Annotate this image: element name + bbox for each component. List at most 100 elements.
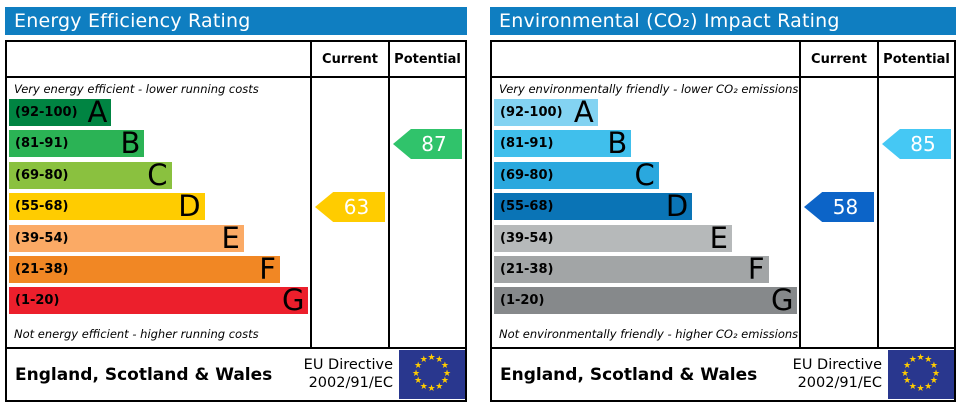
band-range-label: (39-54): [500, 230, 554, 246]
rating-scale-area: Very energy efficient - lower running co…: [7, 78, 310, 347]
eu-star-icon: ★: [427, 353, 436, 363]
band-letter: B: [607, 126, 628, 161]
band-range-label: (1-20): [500, 293, 545, 309]
rating-band-d: (55-68) D: [494, 192, 693, 221]
potential-value-column: 87: [388, 78, 465, 347]
eu-star-icon: ★: [924, 355, 933, 366]
rating-band-e: (39-54) E: [494, 220, 732, 255]
potential-column-header: Potential: [877, 42, 954, 78]
band-range-label: (1-20): [15, 293, 60, 309]
eu-star-icon: ★: [412, 368, 421, 379]
band-letter: E: [709, 220, 728, 255]
eu-star-icon: ★: [440, 376, 449, 387]
band-range-label: (81-91): [500, 136, 554, 152]
panel-title: Environmental (CO₂) Impact Rating: [490, 7, 956, 35]
band-range-label: (81-91): [15, 136, 69, 152]
table-footer: England, Scotland & Wales EU Directive 2…: [7, 347, 465, 400]
eu-directive-line1: EU Directive: [792, 357, 882, 374]
eu-star-icon: ★: [419, 381, 428, 392]
eu-star-icon: ★: [924, 381, 933, 392]
eu-star-icon: ★: [929, 376, 938, 387]
environmental-impact-panel: Environmental (CO₂) Impact Rating Curren…: [490, 7, 956, 402]
current-rating-arrow: 58: [804, 192, 874, 222]
panel-title: Energy Efficiency Rating: [5, 7, 467, 35]
eu-star-icon: ★: [929, 360, 938, 371]
eu-flag-icon: ★ ★ ★ ★ ★ ★ ★ ★ ★ ★ ★ ★: [888, 350, 954, 399]
band-letter: D: [178, 189, 201, 224]
rating-band-a: (92-100) A: [9, 95, 112, 129]
band-letter: C: [147, 157, 168, 192]
eu-directive-label: EU Directive 2002/91/EC: [793, 357, 888, 391]
eu-star-icon: ★: [916, 384, 925, 394]
rating-bands: (92-100) A (81-91) B (69-80) C (55-68) D (39-54)…: [7, 95, 310, 318]
region-label: England, Scotland & Wales: [500, 364, 758, 385]
table-corner-cell: [7, 42, 310, 78]
band-letter: B: [120, 126, 141, 161]
band-range-label: (92-100): [15, 105, 78, 120]
band-letter: F: [259, 251, 276, 286]
eu-star-icon: ★: [419, 355, 428, 366]
eu-star-icon: ★: [903, 376, 912, 387]
table-footer: England, Scotland & Wales EU Directive 2…: [492, 347, 954, 400]
band-range-label: (55-68): [500, 199, 554, 215]
band-range-label: (21-38): [15, 261, 69, 277]
eu-directive-line1: EU Directive: [303, 357, 393, 374]
current-column-header: Current: [799, 42, 877, 78]
eu-star-icon: ★: [427, 384, 436, 394]
eu-star-icon: ★: [901, 368, 910, 379]
bottom-caption: Not environmentally friendly - higher CO…: [499, 327, 799, 341]
band-letter: C: [634, 157, 655, 192]
rating-band-c: (69-80) C: [494, 157, 659, 192]
eu-flag-icon: ★ ★ ★ ★ ★ ★ ★ ★ ★ ★ ★ ★: [399, 350, 465, 399]
eu-directive-label: EU Directive 2002/91/EC: [304, 357, 399, 391]
band-range-label: (55-68): [15, 199, 69, 215]
rating-band-f: (21-38) F: [9, 251, 280, 286]
band-letter: E: [221, 220, 240, 255]
table-corner-cell: [492, 42, 799, 78]
band-range-label: (21-38): [500, 261, 554, 277]
rating-scale-area: Very environmentally friendly - lower CO…: [492, 78, 799, 347]
band-range-label: (39-54): [15, 230, 69, 246]
eu-star-icon: ★: [916, 353, 925, 363]
rating-table: Current Potential Very energy efficient …: [5, 40, 467, 402]
band-letter: F: [747, 251, 765, 286]
rating-band-a: (92-100) A: [494, 95, 598, 129]
region-label: England, Scotland & Wales: [15, 364, 273, 385]
potential-rating-arrow: 85: [882, 129, 951, 159]
eu-directive-line2: 2002/91/EC: [308, 374, 393, 391]
current-column-header: Current: [310, 42, 388, 78]
eu-star-icon: ★: [443, 368, 452, 379]
current-value-column: 63: [310, 78, 388, 347]
potential-value-column: 85: [877, 78, 954, 347]
eu-star-icon: ★: [414, 376, 423, 387]
potential-rating-arrow: 87: [393, 129, 462, 159]
current-rating-arrow: 63: [315, 192, 385, 222]
band-letter: A: [87, 95, 108, 129]
rating-band-c: (69-80) C: [9, 157, 172, 192]
eu-star-icon: ★: [435, 355, 444, 366]
eu-star-icon: ★: [903, 360, 912, 371]
eu-star-icon: ★: [908, 381, 917, 392]
eu-directive-line2: 2002/91/EC: [797, 374, 882, 391]
eu-star-icon: ★: [414, 360, 423, 371]
eu-star-icon: ★: [908, 355, 917, 366]
current-value-column: 58: [799, 78, 877, 347]
epc-rating-charts: Energy Efficiency Rating Current Potenti…: [5, 7, 956, 402]
band-letter: A: [573, 95, 594, 129]
band-letter: G: [282, 283, 305, 318]
rating-band-g: (1-20) G: [494, 283, 798, 318]
bottom-caption: Not energy efficient - higher running co…: [14, 327, 259, 341]
band-letter: G: [770, 283, 794, 318]
eu-star-icon: ★: [932, 368, 941, 379]
band-range-label: (92-100): [500, 105, 563, 120]
energy-efficiency-panel: Energy Efficiency Rating Current Potenti…: [5, 7, 467, 402]
rating-band-b: (81-91) B: [9, 126, 145, 161]
potential-column-header: Potential: [388, 42, 465, 78]
rating-band-g: (1-20) G: [9, 283, 309, 318]
rating-band-d: (55-68) D: [9, 189, 205, 224]
rating-band-e: (39-54) E: [9, 220, 244, 255]
eu-star-icon: ★: [440, 360, 449, 371]
rating-band-f: (21-38) F: [494, 251, 769, 286]
eu-star-icon: ★: [435, 381, 444, 392]
band-range-label: (69-80): [500, 167, 554, 183]
